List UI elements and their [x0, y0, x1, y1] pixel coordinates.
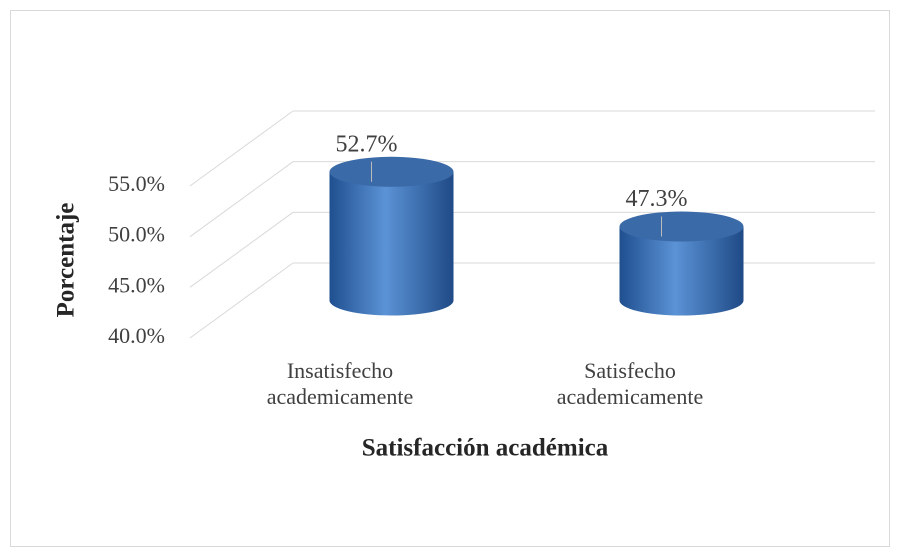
- value-label: 47.3%: [626, 186, 688, 212]
- value-label: 52.7%: [336, 131, 398, 157]
- bar: [329, 171, 454, 316]
- y-tick-label: 55.0%: [108, 171, 165, 196]
- grid-line-side: [189, 161, 294, 238]
- y-axis-title: Porcentaje: [53, 203, 80, 318]
- y-tick-label: 40.0%: [108, 323, 165, 348]
- grid-line-side: [189, 110, 294, 187]
- grid-line-side: [189, 211, 294, 288]
- bar-top: [329, 156, 454, 187]
- bar: [619, 226, 744, 316]
- grid-line-side: [189, 262, 294, 339]
- x-axis-title: Satisfacción académica: [362, 435, 609, 462]
- x-tick-label: Satisfecho academicamente: [556, 358, 704, 409]
- x-tick-label: Insatisfecho academicamente: [266, 358, 414, 409]
- bar-top: [619, 211, 744, 242]
- y-tick-label: 45.0%: [108, 272, 165, 297]
- y-tick-label: 50.0%: [108, 222, 165, 247]
- cylinder: [619, 211, 744, 316]
- frame: [10, 10, 890, 547]
- cylinder: [329, 156, 454, 316]
